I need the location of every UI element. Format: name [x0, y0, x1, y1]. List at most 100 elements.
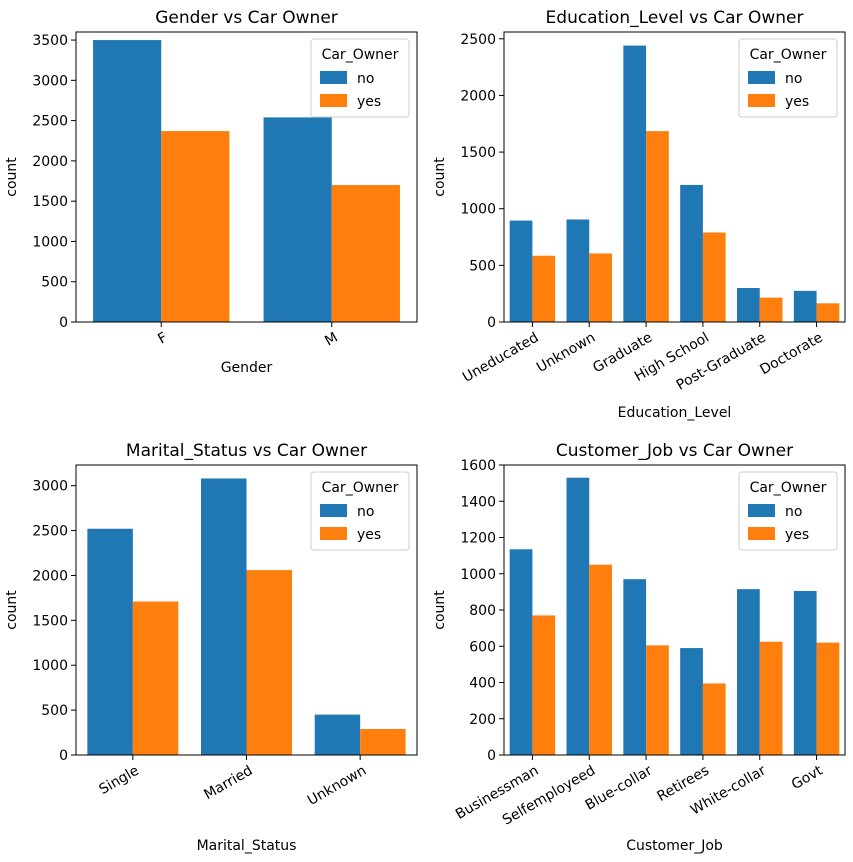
bar-yes-white-collar: [759, 641, 783, 755]
bar-no-white-collar: [737, 589, 760, 755]
y-tick-label: 400: [469, 676, 496, 692]
y-tick-label: 600: [469, 639, 496, 655]
y-tick-label: 1600: [460, 458, 496, 474]
y-tick-label: 2500: [460, 32, 496, 48]
y-tick-label: 200: [469, 712, 496, 728]
y-tick-label: 2000: [32, 568, 68, 584]
y-tick-label: 2500: [32, 114, 68, 130]
y-tick-label: 500: [41, 275, 68, 291]
legend-label-yes: yes: [785, 94, 809, 110]
legend-swatch-yes: [320, 94, 347, 107]
y-tick-label: 2500: [32, 524, 68, 540]
bar-yes-m: [331, 185, 400, 322]
bar-no-selfemployeed: [566, 477, 590, 755]
bar-yes-businessman: [532, 615, 556, 755]
chart-title: Customer_Job vs Car Owner: [556, 441, 793, 461]
bar-yes-govt: [816, 642, 840, 756]
y-tick-label: 0: [59, 315, 68, 331]
y-tick-label: 2000: [460, 88, 496, 104]
y-tick-label: 0: [487, 748, 496, 764]
bar-yes-selfemployeed: [589, 564, 612, 755]
bar-no-unknown: [566, 219, 590, 322]
x-tick-label-govt: Govt: [789, 762, 826, 793]
y-tick-label: 3000: [32, 73, 68, 89]
bar-no-retirees: [680, 648, 703, 755]
x-axis-label: Gender: [221, 360, 273, 376]
y-tick-label: 1500: [32, 194, 68, 210]
legend-label-yes: yes: [357, 94, 381, 110]
bar-yes-f: [161, 131, 230, 322]
legend-label-no: no: [357, 71, 374, 87]
legend-swatch-no: [748, 504, 775, 517]
legend-title: Car_Owner: [750, 480, 827, 496]
plot-frame: [75, 31, 418, 323]
y-tick-label: 500: [469, 258, 496, 274]
bar-no-post-graduate: [737, 288, 760, 322]
y-tick-label: 1000: [460, 202, 496, 218]
legend-label-no: no: [785, 71, 802, 87]
subplot-education-level: Education_Level vs Car Owner 0 500 1000 1500…: [432, 8, 846, 421]
y-tick-label: 3000: [32, 479, 68, 495]
y-tick-label: 2000: [32, 154, 68, 170]
y-tick-label: 1200: [460, 531, 496, 547]
subplot-customer-job: Customer_Job vs Car Owner 0 200 400 600 800 10…: [432, 441, 846, 854]
bar-no-unknown: [314, 714, 361, 755]
bar-yes-unknown: [360, 728, 406, 755]
x-tick-label-m: M: [322, 330, 340, 350]
legend-swatch-no: [320, 71, 347, 84]
bar-yes-post-graduate: [759, 297, 783, 322]
bar-yes-married: [246, 570, 292, 755]
bar-no-married: [201, 478, 247, 755]
x-tick-label-married: Married: [201, 763, 255, 804]
y-tick-label: 1500: [32, 613, 68, 629]
chart-title: Gender vs Car Owner: [155, 8, 338, 28]
y-tick-label: 0: [487, 315, 496, 331]
legend-swatch-no: [748, 71, 775, 84]
y-tick-label: 1000: [32, 234, 68, 250]
y-tick-label: 1000: [32, 658, 68, 674]
bar-no-doctorate: [793, 290, 817, 322]
bar-no-high-school: [680, 184, 703, 322]
bar-no-businessman: [509, 549, 533, 755]
y-axis-label: count: [432, 590, 448, 630]
legend-swatch-yes: [320, 527, 347, 540]
x-tick-label-unknown: Unknown: [305, 763, 369, 809]
y-axis-label: count: [432, 157, 448, 197]
y-tick-label: 1000: [460, 567, 496, 583]
plot-frame: [503, 31, 846, 323]
legend-label-no: no: [357, 504, 374, 520]
bar-yes-blue-collar: [646, 645, 669, 755]
bar-yes-doctorate: [816, 303, 840, 322]
x-tick-label-single: Single: [97, 763, 142, 798]
legend-title: Car_Owner: [750, 47, 827, 63]
bar-yes-uneducated: [532, 255, 556, 322]
bar-no-graduate: [623, 45, 647, 323]
bar-yes-high-school: [702, 232, 726, 322]
bar-yes-graduate: [646, 131, 669, 322]
legend-label-yes: yes: [357, 527, 381, 543]
legend-swatch-yes: [748, 527, 775, 540]
x-tick-label-doctorate: Doctorate: [757, 330, 825, 379]
bar-yes-unknown: [589, 253, 612, 322]
subplot-marital-status: Marital_Status vs Car Owner 0 500 1000 1500 2…: [4, 441, 418, 854]
y-tick-label: 1400: [460, 494, 496, 510]
bar-no-govt: [793, 590, 817, 755]
legend-label-no: no: [785, 504, 802, 520]
chart-title: Marital_Status vs Car Owner: [126, 441, 367, 461]
y-tick-label: 800: [469, 603, 496, 619]
legend-swatch-yes: [748, 94, 775, 107]
x-axis-label: Customer_Job: [626, 838, 723, 854]
x-axis-label: Education_Level: [618, 405, 732, 421]
y-tick-label: 3500: [32, 33, 68, 49]
subplot-gender: Gender vs Car Owner 0 500 1000 1500 2000 2500 3…: [4, 8, 418, 376]
bar-yes-single: [132, 601, 179, 755]
bar-no-blue-collar: [623, 579, 647, 755]
legend-title: Car_Owner: [322, 47, 399, 63]
chart-title: Education_Level vs Car Owner: [546, 8, 804, 28]
bar-no-m: [263, 117, 332, 322]
x-tick-label-uneducated: Uneducated: [460, 330, 541, 386]
